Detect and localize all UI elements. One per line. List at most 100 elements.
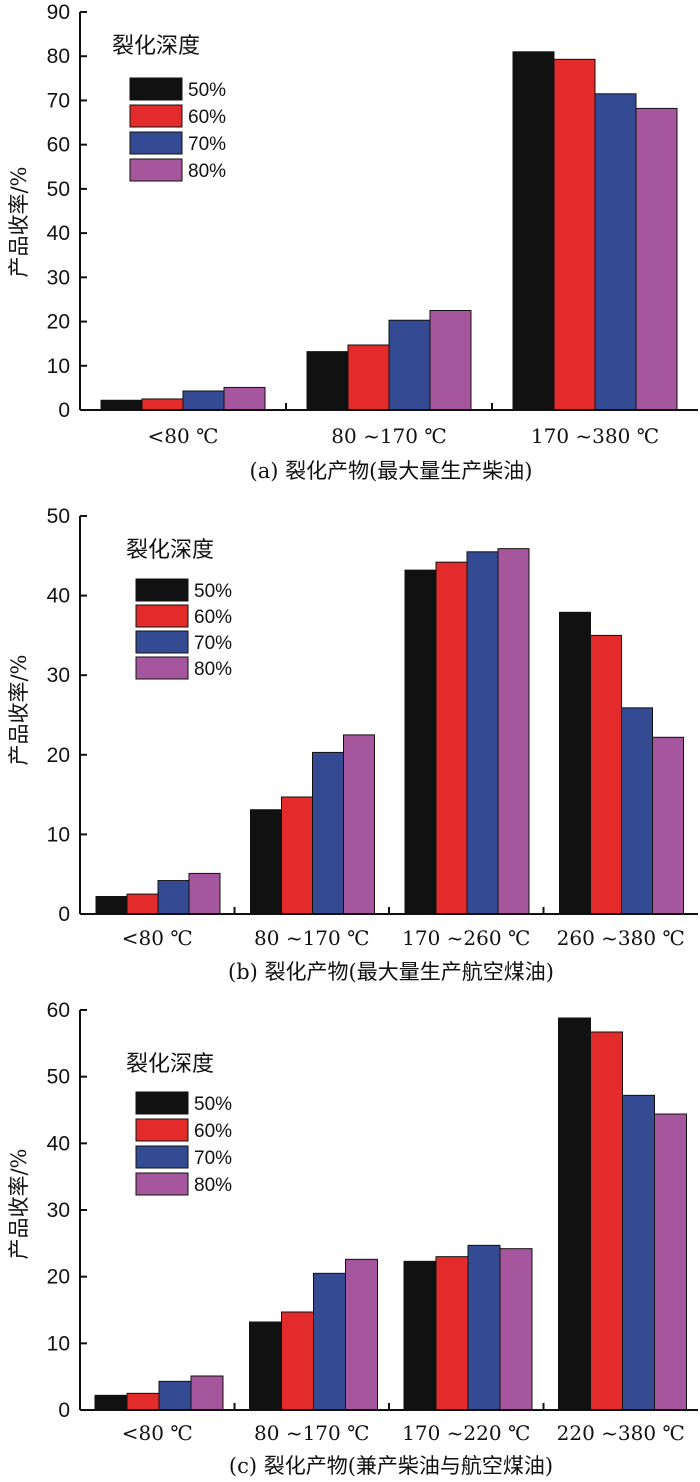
legend-swatch	[135, 630, 189, 654]
legend-swatch	[135, 1145, 189, 1169]
legend-swatch	[135, 1172, 189, 1196]
y-tick-label: 40	[47, 585, 70, 608]
chart-caption: (c) 裂化产物(兼产柴油与航空煤油)	[229, 1454, 553, 1478]
legend-label: 80%	[194, 659, 232, 680]
y-tick-label: 10	[47, 1332, 70, 1355]
bar-60pct-3	[590, 634, 622, 915]
legend: 裂化深度 50% 60% 70% 80%	[126, 1052, 232, 1196]
y-tick-label: 30	[47, 1199, 70, 1222]
chart-caption: (b) 裂化产物(最大量生产航空煤油)	[228, 960, 554, 984]
bar-60pct-2	[435, 1256, 469, 1411]
bar-70pct-1	[312, 751, 344, 915]
y-tick-label: 30	[47, 664, 70, 687]
legend-swatch	[129, 131, 183, 155]
chart-a: 0 10 20 30 40 50 60 70 80 90 <80 ℃ 80 ~170 ℃ 170 ~38…	[7, 1, 698, 483]
legend-swatch	[129, 77, 183, 101]
y-tick-label: 0	[58, 399, 70, 422]
legend-label: 50%	[188, 80, 226, 101]
y-tick-label: 90	[47, 1, 70, 24]
bar-50pct-3	[558, 1017, 591, 1411]
bars	[94, 1017, 687, 1411]
x-category-label: 170 ~220 ℃	[402, 1421, 530, 1445]
legend-title: 裂化深度	[126, 538, 214, 563]
y-axis-label: 产品收率/%	[7, 654, 31, 765]
y-tick-label: 10	[47, 355, 70, 378]
legend-label: 70%	[194, 1148, 232, 1169]
y-tick-label: 10	[47, 823, 70, 846]
y-tick-label: 50	[47, 1066, 70, 1089]
bar-70pct-3	[622, 1094, 655, 1411]
legend-label: 60%	[194, 1121, 232, 1142]
y-axis-label: 产品收率/%	[7, 166, 31, 277]
y-tick-label: 40	[47, 222, 70, 245]
y-axis-label: 产品收率/%	[7, 1148, 31, 1259]
bar-80pct-1	[429, 310, 472, 411]
legend-label: 70%	[188, 134, 226, 155]
bar-70pct-1	[313, 1272, 346, 1411]
legend-swatch	[135, 656, 189, 680]
x-category-label: 220 ~380 ℃	[557, 1421, 685, 1445]
legend-label: 60%	[188, 107, 226, 128]
bar-60pct-0	[126, 893, 159, 915]
x-category-label: <80 ℃	[122, 1421, 193, 1445]
legend-label: 80%	[194, 1175, 232, 1196]
y-tick-label: 80	[47, 45, 70, 68]
y-tick-label: 70	[47, 89, 70, 112]
chart-caption: (a) 裂化产物(最大量生产柴油)	[250, 459, 533, 483]
legend-swatch	[135, 604, 189, 628]
bar-50pct-2	[404, 569, 437, 915]
y-tick-label: 60	[47, 134, 70, 157]
legend-label: 60%	[194, 607, 232, 628]
bar-60pct-0	[126, 1392, 160, 1411]
x-category-label: <80 ℃	[148, 424, 219, 448]
legend-swatch	[129, 158, 183, 182]
y-tick-label: 20	[47, 744, 70, 767]
y-tick-label: 0	[58, 903, 70, 926]
y-tick-label: 60	[47, 999, 70, 1022]
y-tick-label: 20	[47, 311, 70, 334]
bar-50pct-0	[95, 895, 128, 915]
legend-label: 50%	[194, 581, 232, 602]
legend-title: 裂化深度	[112, 34, 200, 59]
bar-80pct-0	[190, 1375, 224, 1411]
bar-70pct-0	[182, 390, 225, 411]
legend-label: 70%	[194, 633, 232, 654]
bar-80pct-0	[188, 872, 221, 915]
x-category-label: 170 ~380 ℃	[531, 424, 659, 448]
bar-50pct-1	[250, 809, 282, 915]
bar-50pct-0	[100, 399, 143, 411]
bar-50pct-3	[559, 611, 591, 915]
bar-60pct-2	[553, 58, 596, 411]
bar-70pct-3	[621, 707, 653, 915]
bar-80pct-2	[635, 107, 678, 411]
bar-60pct-3	[590, 1031, 623, 1411]
bar-60pct-1	[281, 796, 313, 915]
legend-swatch	[135, 1091, 189, 1115]
bar-60pct-0	[141, 398, 184, 411]
legend: 裂化深度 50% 60% 70% 80%	[112, 34, 226, 182]
bar-60pct-1	[347, 344, 390, 411]
legend-swatch	[129, 104, 183, 128]
bar-50pct-1	[249, 1321, 282, 1411]
bar-80pct-2	[499, 1248, 533, 1411]
bars	[95, 548, 684, 915]
y-tick-label: 20	[47, 1266, 70, 1289]
legend-swatch	[135, 578, 189, 602]
bar-70pct-2	[594, 93, 637, 411]
bar-50pct-1	[306, 351, 349, 411]
bar-80pct-3	[654, 1113, 687, 1411]
x-category-label: 170 ~260 ℃	[402, 926, 530, 950]
bar-80pct-1	[345, 1258, 378, 1411]
y-tick-label: 50	[47, 505, 70, 528]
bar-60pct-2	[435, 561, 468, 915]
bar-80pct-2	[497, 548, 530, 915]
bar-70pct-2	[466, 551, 499, 915]
bar-70pct-1	[388, 319, 431, 411]
legend: 裂化深度 50% 60% 70% 80%	[126, 538, 232, 680]
legend-label: 50%	[194, 1094, 232, 1115]
x-category-label: 80 ~170 ℃	[331, 424, 446, 448]
bar-80pct-0	[223, 386, 266, 411]
chart-c: 0 10 20 30 40 50 60 <80 ℃ 80 ~170 ℃ 170 ~220 ℃ 220…	[7, 999, 698, 1478]
x-category-label: <80 ℃	[122, 926, 193, 950]
legend-label: 80%	[188, 161, 226, 182]
